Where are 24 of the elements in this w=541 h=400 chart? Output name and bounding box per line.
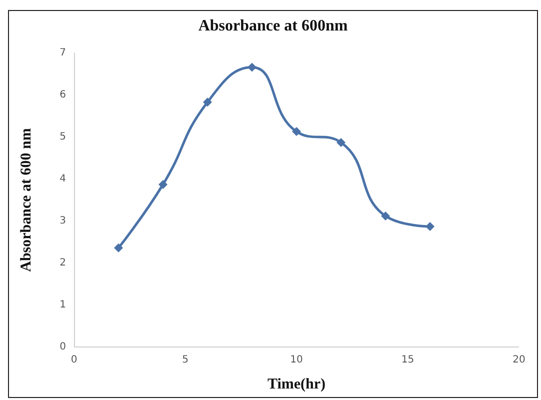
x-tick-label: 5 [182,354,188,366]
point [203,98,212,107]
y-tick-label: 6 [60,90,66,100]
chart-title: Absorbance at 600nm [198,18,348,34]
y-tick-label: 0 [60,342,66,352]
y-tick-label: 2 [60,258,66,268]
point [381,211,390,220]
y-tick-label: 4 [60,174,66,184]
point [114,243,123,252]
y-axis-title: Absorbance at 600 nm [18,128,34,272]
point [292,127,301,136]
point [248,62,256,72]
point [158,180,168,189]
y-tick-label: 3 [60,216,66,226]
y-tick-label: 5 [60,132,66,142]
x-axis-title: Time(hr) [267,376,326,392]
y-tick-label: 1 [60,300,66,310]
point [336,138,346,147]
x-tick-label: 0 [70,354,78,366]
x-tick-label: 10 [290,354,303,366]
y-tick-label: 7 [60,48,66,58]
x-tick-label: 15 [401,354,414,366]
x-tick-label: 20 [512,354,526,366]
point [426,222,434,231]
